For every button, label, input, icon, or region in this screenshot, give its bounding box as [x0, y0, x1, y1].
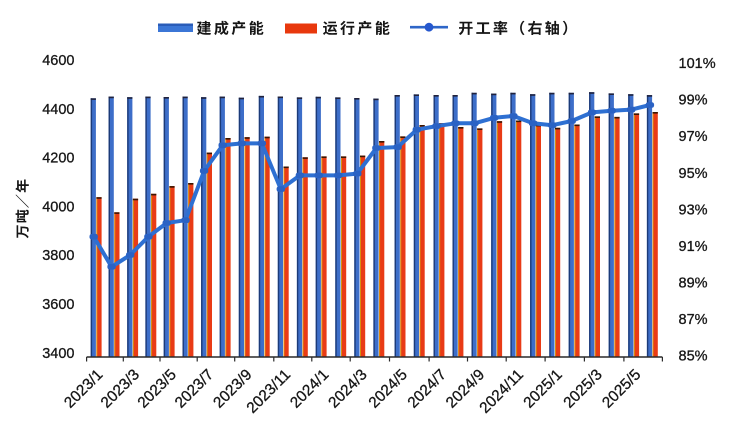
svg-text:85%: 85% [679, 349, 708, 365]
svg-text:3800: 3800 [42, 248, 74, 264]
svg-text:99%: 99% [679, 93, 708, 109]
svg-text:97%: 97% [679, 129, 708, 145]
svg-text:89%: 89% [679, 276, 708, 292]
svg-text:4600: 4600 [42, 53, 74, 69]
svg-text:87%: 87% [679, 312, 708, 328]
svg-text:93%: 93% [679, 202, 708, 218]
svg-text:95%: 95% [679, 166, 708, 182]
svg-text:4400: 4400 [42, 102, 74, 118]
svg-text:3600: 3600 [42, 297, 74, 313]
svg-text:4000: 4000 [42, 199, 74, 215]
svg-text:101%: 101% [679, 56, 716, 72]
svg-text:91%: 91% [679, 239, 708, 255]
svg-text:4200: 4200 [42, 151, 74, 167]
svg-text:3400: 3400 [42, 346, 74, 362]
